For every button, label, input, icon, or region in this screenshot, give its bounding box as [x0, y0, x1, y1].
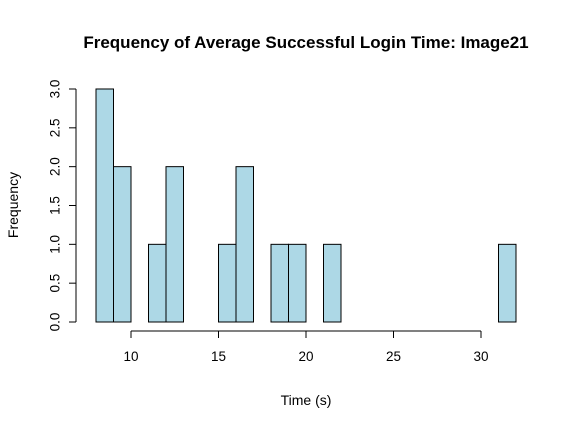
histogram-bar: [113, 166, 132, 323]
x-axis: 10 15 20 25 30: [123, 330, 489, 364]
histogram-bar: [95, 88, 114, 323]
y-tick-label: 1.0: [48, 235, 63, 254]
bars-group: [95, 88, 517, 323]
x-tick-label: 15: [211, 349, 226, 364]
histogram-bar: [498, 243, 517, 323]
histogram-bar: [270, 243, 289, 323]
y-tick-label: 3.0: [48, 80, 63, 99]
x-tick-label: 20: [298, 349, 313, 364]
y-tick-label: 0.0: [48, 313, 63, 332]
chart-title: Frequency of Average Successful Login Ti…: [83, 33, 528, 52]
x-tick-label: 30: [473, 349, 488, 364]
x-axis-label: Time (s): [281, 392, 332, 408]
histogram-bar: [323, 243, 342, 323]
y-tick-label: 0.5: [48, 274, 63, 293]
y-tick-label: 2.0: [48, 157, 63, 176]
histogram-bar: [165, 166, 184, 323]
histogram-bar: [148, 243, 167, 323]
y-tick-label: 1.5: [48, 196, 63, 215]
x-tick-label: 10: [123, 349, 138, 364]
histogram-bar: [235, 166, 254, 323]
y-axis-label: Frequency: [5, 172, 21, 238]
histogram-bar: [288, 243, 307, 323]
histogram-bar: [218, 243, 237, 323]
x-tick-label: 25: [386, 349, 401, 364]
y-tick-label: 2.5: [48, 118, 63, 137]
y-axis: 0.0 0.5 1.0 1.5 2.0 2.5 3.0: [48, 80, 77, 332]
